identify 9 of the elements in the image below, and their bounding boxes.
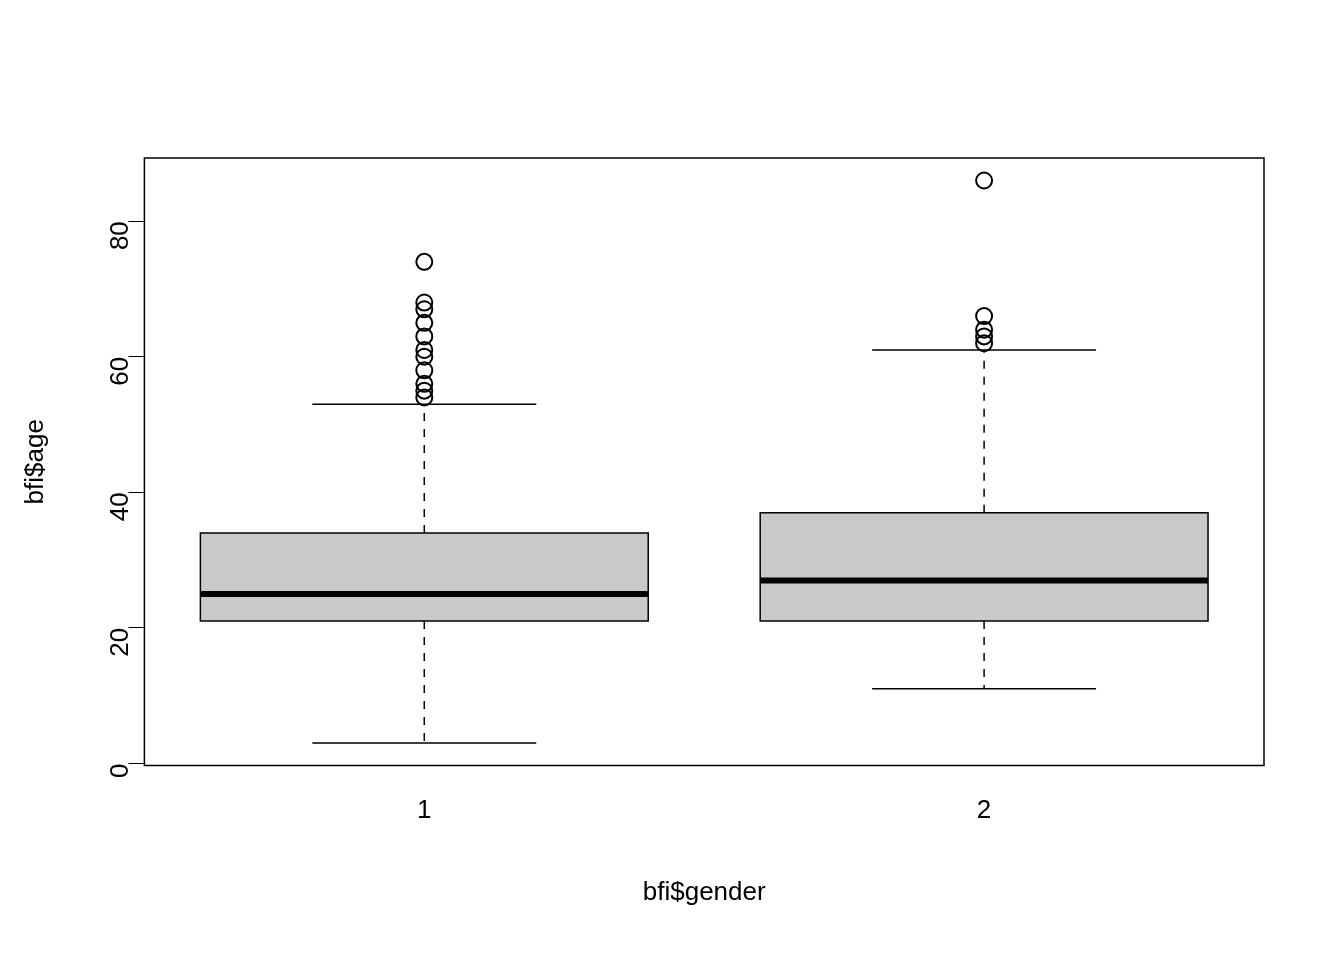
y-tick-label: 40: [103, 492, 134, 522]
y-tick-label: 20: [103, 627, 134, 657]
y-axis-title: bfi$age: [18, 419, 49, 505]
y-tick-label: 60: [103, 356, 134, 386]
x-tick-label: 2: [976, 794, 992, 825]
y-tick-label: 0: [103, 763, 134, 778]
y-tick-label: 80: [103, 221, 134, 251]
x-axis-title: bfi$gender: [642, 875, 766, 906]
x-tick-label: 1: [417, 794, 432, 825]
